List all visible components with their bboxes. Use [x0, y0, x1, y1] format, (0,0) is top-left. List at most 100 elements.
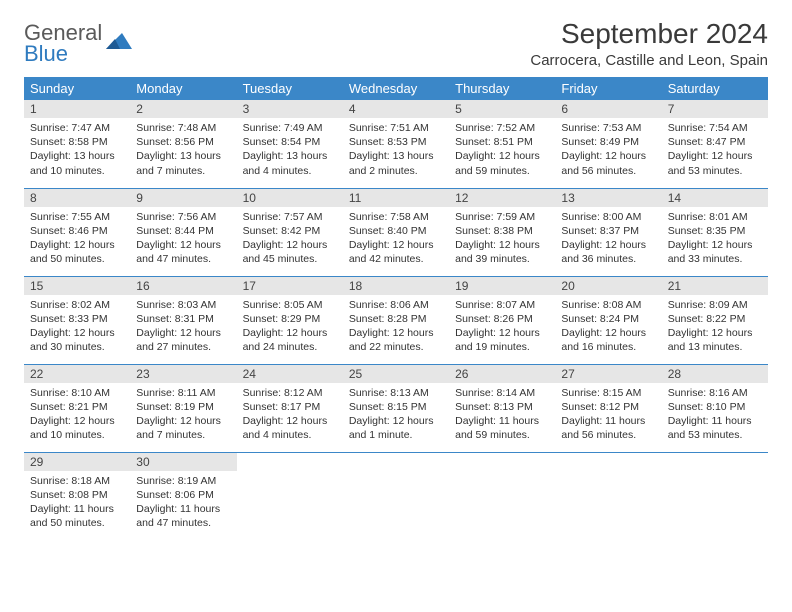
calendar-cell: 3Sunrise: 7:49 AMSunset: 8:54 PMDaylight…	[237, 100, 343, 188]
day-data: Sunrise: 8:12 AMSunset: 8:17 PMDaylight:…	[237, 383, 343, 449]
weekday-header: Tuesday	[237, 77, 343, 100]
day-number: 19	[449, 277, 555, 295]
calendar-cell: 30Sunrise: 8:19 AMSunset: 8:06 PMDayligh…	[130, 452, 236, 540]
weekday-header: Saturday	[662, 77, 768, 100]
weekday-header: Wednesday	[343, 77, 449, 100]
day-data: Sunrise: 8:01 AMSunset: 8:35 PMDaylight:…	[662, 207, 768, 273]
day-data: Sunrise: 7:59 AMSunset: 8:38 PMDaylight:…	[449, 207, 555, 273]
calendar-cell: 22Sunrise: 8:10 AMSunset: 8:21 PMDayligh…	[24, 364, 130, 452]
day-number: 15	[24, 277, 130, 295]
day-number: 8	[24, 189, 130, 207]
calendar-cell: 19Sunrise: 8:07 AMSunset: 8:26 PMDayligh…	[449, 276, 555, 364]
day-data: Sunrise: 8:18 AMSunset: 8:08 PMDaylight:…	[24, 471, 130, 537]
day-data: Sunrise: 8:14 AMSunset: 8:13 PMDaylight:…	[449, 383, 555, 449]
calendar-cell: 28Sunrise: 8:16 AMSunset: 8:10 PMDayligh…	[662, 364, 768, 452]
day-number: 22	[24, 365, 130, 383]
day-data: Sunrise: 7:53 AMSunset: 8:49 PMDaylight:…	[555, 118, 661, 184]
calendar-cell	[449, 452, 555, 540]
calendar-cell: 27Sunrise: 8:15 AMSunset: 8:12 PMDayligh…	[555, 364, 661, 452]
calendar-body: 1Sunrise: 7:47 AMSunset: 8:58 PMDaylight…	[24, 100, 768, 540]
calendar-cell: 21Sunrise: 8:09 AMSunset: 8:22 PMDayligh…	[662, 276, 768, 364]
day-number: 21	[662, 277, 768, 295]
calendar-cell: 12Sunrise: 7:59 AMSunset: 8:38 PMDayligh…	[449, 188, 555, 276]
day-number: 18	[343, 277, 449, 295]
calendar-cell: 2Sunrise: 7:48 AMSunset: 8:56 PMDaylight…	[130, 100, 236, 188]
calendar-row: 8Sunrise: 7:55 AMSunset: 8:46 PMDaylight…	[24, 188, 768, 276]
day-data: Sunrise: 8:02 AMSunset: 8:33 PMDaylight:…	[24, 295, 130, 361]
day-data: Sunrise: 7:51 AMSunset: 8:53 PMDaylight:…	[343, 118, 449, 184]
day-data: Sunrise: 7:49 AMSunset: 8:54 PMDaylight:…	[237, 118, 343, 184]
calendar-cell: 29Sunrise: 8:18 AMSunset: 8:08 PMDayligh…	[24, 452, 130, 540]
day-data: Sunrise: 8:08 AMSunset: 8:24 PMDaylight:…	[555, 295, 661, 361]
calendar-cell: 8Sunrise: 7:55 AMSunset: 8:46 PMDaylight…	[24, 188, 130, 276]
day-number: 17	[237, 277, 343, 295]
day-number: 5	[449, 100, 555, 118]
day-data: Sunrise: 8:07 AMSunset: 8:26 PMDaylight:…	[449, 295, 555, 361]
day-number: 1	[24, 100, 130, 118]
brand-triangle-icon	[106, 31, 132, 49]
title-block: September 2024 Carrocera, Castille and L…	[530, 18, 768, 69]
calendar-cell: 4Sunrise: 7:51 AMSunset: 8:53 PMDaylight…	[343, 100, 449, 188]
weekday-header: Friday	[555, 77, 661, 100]
day-number: 29	[24, 453, 130, 471]
day-number: 16	[130, 277, 236, 295]
day-number: 27	[555, 365, 661, 383]
calendar-cell: 20Sunrise: 8:08 AMSunset: 8:24 PMDayligh…	[555, 276, 661, 364]
weekday-header: Thursday	[449, 77, 555, 100]
day-data: Sunrise: 8:00 AMSunset: 8:37 PMDaylight:…	[555, 207, 661, 273]
calendar-cell	[555, 452, 661, 540]
month-title: September 2024	[530, 18, 768, 50]
day-number: 6	[555, 100, 661, 118]
day-data: Sunrise: 7:48 AMSunset: 8:56 PMDaylight:…	[130, 118, 236, 184]
day-data: Sunrise: 7:47 AMSunset: 8:58 PMDaylight:…	[24, 118, 130, 184]
calendar-cell: 1Sunrise: 7:47 AMSunset: 8:58 PMDaylight…	[24, 100, 130, 188]
day-data: Sunrise: 7:57 AMSunset: 8:42 PMDaylight:…	[237, 207, 343, 273]
weekday-header: Monday	[130, 77, 236, 100]
calendar-cell: 25Sunrise: 8:13 AMSunset: 8:15 PMDayligh…	[343, 364, 449, 452]
day-data: Sunrise: 8:05 AMSunset: 8:29 PMDaylight:…	[237, 295, 343, 361]
day-number: 25	[343, 365, 449, 383]
calendar-cell	[662, 452, 768, 540]
calendar-cell: 24Sunrise: 8:12 AMSunset: 8:17 PMDayligh…	[237, 364, 343, 452]
calendar-cell: 9Sunrise: 7:56 AMSunset: 8:44 PMDaylight…	[130, 188, 236, 276]
calendar-row: 15Sunrise: 8:02 AMSunset: 8:33 PMDayligh…	[24, 276, 768, 364]
day-number: 4	[343, 100, 449, 118]
day-data: Sunrise: 7:55 AMSunset: 8:46 PMDaylight:…	[24, 207, 130, 273]
calendar-cell: 16Sunrise: 8:03 AMSunset: 8:31 PMDayligh…	[130, 276, 236, 364]
day-data: Sunrise: 8:11 AMSunset: 8:19 PMDaylight:…	[130, 383, 236, 449]
day-data: Sunrise: 7:52 AMSunset: 8:51 PMDaylight:…	[449, 118, 555, 184]
day-number: 26	[449, 365, 555, 383]
day-number: 23	[130, 365, 236, 383]
calendar-row: 22Sunrise: 8:10 AMSunset: 8:21 PMDayligh…	[24, 364, 768, 452]
calendar-cell: 6Sunrise: 7:53 AMSunset: 8:49 PMDaylight…	[555, 100, 661, 188]
calendar-cell: 11Sunrise: 7:58 AMSunset: 8:40 PMDayligh…	[343, 188, 449, 276]
calendar-cell: 17Sunrise: 8:05 AMSunset: 8:29 PMDayligh…	[237, 276, 343, 364]
day-data: Sunrise: 8:09 AMSunset: 8:22 PMDaylight:…	[662, 295, 768, 361]
day-number: 13	[555, 189, 661, 207]
brand-logo: General Blue	[24, 18, 132, 65]
weekday-header-row: SundayMondayTuesdayWednesdayThursdayFrid…	[24, 77, 768, 100]
header: General Blue September 2024 Carrocera, C…	[24, 18, 768, 69]
day-number: 20	[555, 277, 661, 295]
day-number: 11	[343, 189, 449, 207]
calendar-cell	[343, 452, 449, 540]
calendar-cell: 23Sunrise: 8:11 AMSunset: 8:19 PMDayligh…	[130, 364, 236, 452]
day-data: Sunrise: 8:13 AMSunset: 8:15 PMDaylight:…	[343, 383, 449, 449]
day-data: Sunrise: 8:16 AMSunset: 8:10 PMDaylight:…	[662, 383, 768, 449]
weekday-header: Sunday	[24, 77, 130, 100]
calendar-row: 29Sunrise: 8:18 AMSunset: 8:08 PMDayligh…	[24, 452, 768, 540]
day-number: 12	[449, 189, 555, 207]
day-number: 10	[237, 189, 343, 207]
day-data: Sunrise: 7:58 AMSunset: 8:40 PMDaylight:…	[343, 207, 449, 273]
day-number: 7	[662, 100, 768, 118]
day-data: Sunrise: 8:19 AMSunset: 8:06 PMDaylight:…	[130, 471, 236, 537]
calendar-table: SundayMondayTuesdayWednesdayThursdayFrid…	[24, 77, 768, 540]
day-number: 3	[237, 100, 343, 118]
day-number: 30	[130, 453, 236, 471]
day-data: Sunrise: 8:03 AMSunset: 8:31 PMDaylight:…	[130, 295, 236, 361]
calendar-cell: 18Sunrise: 8:06 AMSunset: 8:28 PMDayligh…	[343, 276, 449, 364]
location-label: Carrocera, Castille and Leon, Spain	[530, 52, 768, 69]
day-number: 24	[237, 365, 343, 383]
day-data: Sunrise: 8:15 AMSunset: 8:12 PMDaylight:…	[555, 383, 661, 449]
calendar-cell: 26Sunrise: 8:14 AMSunset: 8:13 PMDayligh…	[449, 364, 555, 452]
